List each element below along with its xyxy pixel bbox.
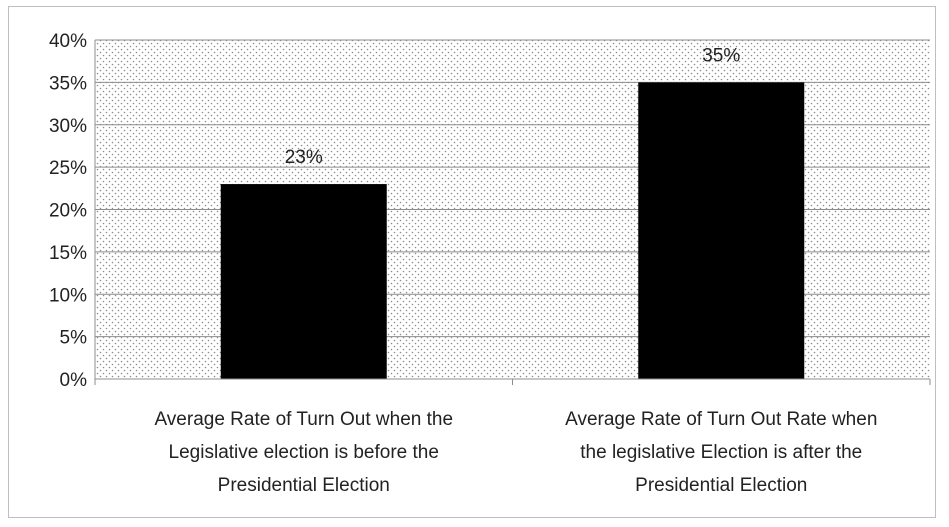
y-tick-label: 0%: [60, 370, 88, 391]
x-axis-categories: Average Rate of Turn Out when the Legisla…: [94, 379, 931, 496]
x-category-line: Presidential Election: [635, 475, 807, 496]
x-category-line: Average Rate of Turn Out Rate when: [565, 409, 877, 430]
x-category-line: the legislative Election is after the: [580, 442, 862, 463]
bars: [220, 82, 805, 379]
x-category-label: Average Rate of Turn Out Rate when the le…: [565, 409, 877, 496]
y-tick-label: 35%: [49, 73, 87, 94]
x-category-line: Average Rate of Turn Out when the: [154, 409, 453, 430]
bar: [638, 82, 805, 379]
y-axis-ticks: 0% 5% 10% 15% 20% 25% 30% 35% 40%: [49, 31, 87, 391]
y-tick-label: 15%: [49, 243, 87, 264]
x-category-line: Legislative election is before the: [169, 442, 439, 463]
bar: [220, 184, 387, 379]
x-category-label: Average Rate of Turn Out when the Legisla…: [154, 409, 453, 496]
x-category-line: Presidential Election: [218, 475, 390, 496]
y-tick-label: 25%: [49, 158, 87, 179]
y-tick-label: 20%: [49, 201, 87, 222]
data-label: 35%: [702, 45, 740, 66]
y-tick-label: 5%: [60, 328, 88, 349]
y-tick-label: 10%: [49, 285, 87, 306]
data-labels: 23% 35%: [285, 45, 741, 168]
y-tick-label: 40%: [49, 31, 87, 52]
y-tick-label: 30%: [49, 116, 87, 137]
data-label: 23%: [285, 147, 323, 168]
